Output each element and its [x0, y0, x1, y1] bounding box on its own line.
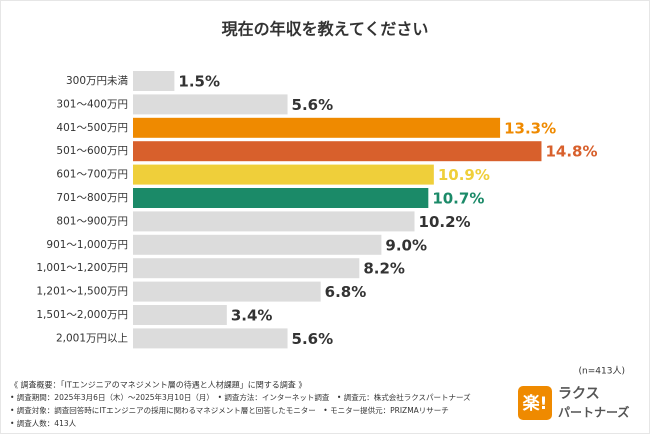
bar: [133, 258, 360, 279]
data-label: 10.7%: [432, 190, 484, 208]
data-label: 14.8%: [545, 143, 597, 161]
data-label: 13.3%: [504, 119, 556, 137]
y-tick-label: 901～1,000万円: [46, 239, 128, 251]
data-label: 5.6%: [292, 96, 334, 114]
note: • 調査対象：調査回答時にITエンジニアの採用に関わるマネジメント層と回答したモ…: [10, 405, 449, 415]
data-label: 10.9%: [438, 166, 490, 184]
y-tick-label: 701～800万円: [56, 192, 128, 204]
sample-note: (n=413人): [579, 366, 625, 377]
y-tick-label: 401～500万円: [56, 122, 128, 134]
note: • 調査人数：413人: [10, 418, 77, 428]
bar: [133, 71, 175, 91]
bar: [133, 281, 321, 302]
logo-mark: 楽!: [523, 393, 548, 414]
bar: [133, 141, 542, 162]
bar: [133, 117, 501, 138]
y-tick-label: 301～400万円: [56, 98, 128, 110]
data-label: 9.0%: [385, 236, 427, 254]
y-tick-label: 1,201～1,500万円: [36, 286, 128, 298]
logo-text: ラクス: [558, 386, 600, 402]
y-tick-label: 1,001～1,200万円: [36, 262, 128, 274]
data-label: 8.2%: [363, 260, 405, 278]
logo-mark-bg: [518, 386, 552, 420]
note: 《 調査概要：「ITエンジニアのマネジメント層の待遇と人材課題」に関する調査 》: [10, 380, 306, 390]
data-label: 1.5%: [178, 73, 220, 91]
y-tick-label: 2,001万円以上: [56, 332, 128, 344]
y-tick-label: 801～900万円: [56, 215, 128, 227]
bar: [133, 164, 434, 185]
data-label: 6.8%: [325, 283, 367, 301]
data-label: 10.2%: [419, 213, 471, 231]
data-label: 3.4%: [231, 307, 273, 325]
y-tick-label: 501～600万円: [56, 145, 128, 157]
bar: [133, 211, 415, 232]
y-tick-label: 300万円未満: [66, 75, 129, 87]
note: • 調査期間：2025年3月6日（木）～2025年3月10日（月） • 調査方法…: [10, 392, 471, 402]
bar: [133, 188, 429, 208]
bar: [133, 328, 288, 349]
bar: [133, 94, 288, 115]
logo-text: パートナーズ: [558, 405, 629, 420]
y-tick-label: 1,501～2,000万円: [36, 309, 128, 321]
data-label: 5.6%: [292, 330, 334, 348]
chart-title: 現在の年収を教えてください: [222, 20, 429, 39]
bar: [133, 305, 227, 325]
bar: [133, 234, 382, 255]
y-tick-label: 601～700万円: [56, 169, 128, 181]
